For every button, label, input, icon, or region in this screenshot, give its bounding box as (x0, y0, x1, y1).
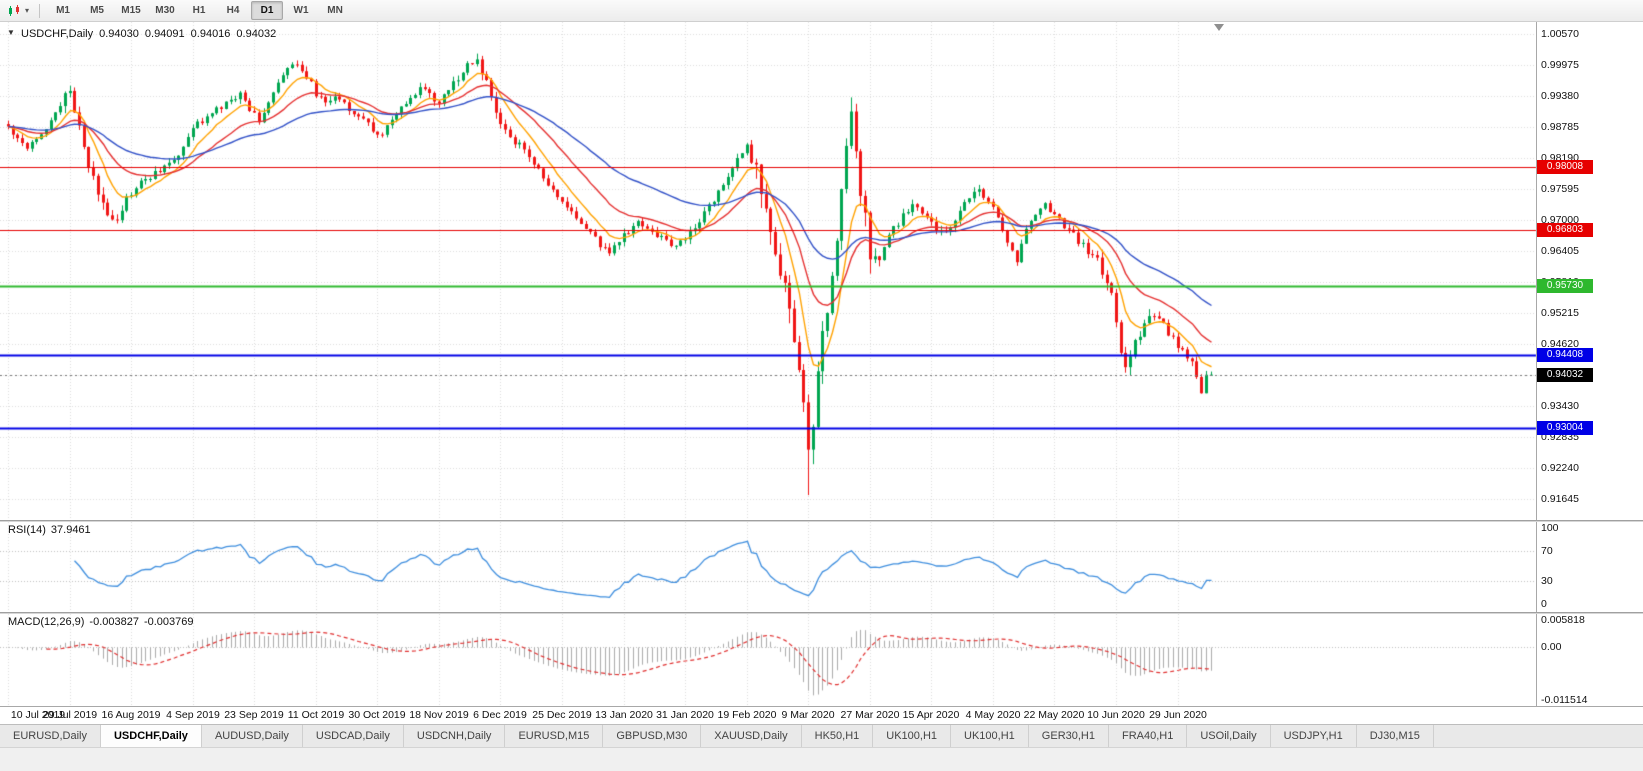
timeframe-button-mn[interactable]: MN (327, 5, 343, 16)
timeframe-button-m15[interactable]: M15 (121, 5, 141, 16)
quote-low: 0.94016 (190, 28, 231, 40)
chart-toolbar: ▾ M1 M5 M15 M30 H1 H4 D1 W1 MN (0, 0, 1643, 22)
macd-signal-value: -0.003769 (143, 616, 194, 628)
chart-tab-gbpusd-m30[interactable]: GBPUSD,M30 (603, 725, 702, 747)
timeframe-button-w1[interactable]: W1 (293, 5, 309, 16)
chart-symbol-period: USDCHF,Daily (21, 28, 94, 40)
macd-pane-splitter[interactable] (0, 612, 1643, 614)
chart-tab-hk50-h1[interactable]: HK50,H1 (802, 725, 874, 747)
timeframe-button-h1[interactable]: H1 (192, 5, 206, 16)
macd-main-value: -0.003827 (89, 616, 139, 628)
timeframe-button-m1[interactable]: M1 (56, 5, 70, 16)
chart-tab-usdchf-daily[interactable]: USDCHF,Daily (100, 725, 202, 747)
chart-tab-usdcnh-daily[interactable]: USDCNH,Daily (404, 725, 506, 747)
chart-tab-eurusd-m15[interactable]: EURUSD,M15 (505, 725, 604, 747)
chart-tab-xauusd-daily[interactable]: XAUUSD,Daily (701, 725, 802, 747)
timeframe-button-d1[interactable]: D1 (251, 1, 284, 20)
chart-tab-usdjpy-h1[interactable]: USDJPY,H1 (1271, 725, 1357, 747)
price-axis-border (1536, 22, 1537, 706)
chart-tab-uk100-h1[interactable]: UK100,H1 (873, 725, 952, 747)
date-axis-divider (0, 706, 1643, 707)
quote-high: 0.94091 (144, 28, 185, 40)
timeframe-button-h4[interactable]: H4 (226, 5, 240, 16)
rsi-pane-splitter[interactable] (0, 520, 1643, 522)
chart-type-candlestick-icon[interactable] (6, 4, 24, 18)
chart-tab-usdcad-daily[interactable]: USDCAD,Daily (303, 725, 404, 747)
one-click-trading-toggle[interactable]: ▼ (7, 28, 15, 37)
toolbar-separator (39, 3, 41, 18)
chart-tab-uk100-h1[interactable]: UK100,H1 (951, 725, 1029, 747)
macd-name: MACD(12,26,9) (8, 616, 85, 628)
chart-tab-usoil-daily[interactable]: USOil,Daily (1187, 725, 1271, 747)
chart-tabs-bar: EURUSD,Daily USDCHF,Daily AUDUSD,Daily USDC… (0, 724, 1643, 747)
price-axis[interactable] (1537, 22, 1643, 706)
macd-indicator-label: MACD(12,26,9) -0.003827 -0.003769 (8, 616, 194, 628)
quote-close: 0.94032 (236, 28, 277, 40)
chart-tab-fra40-h1[interactable]: FRA40,H1 (1109, 725, 1188, 747)
chart-ohlc-title: USDCHF,Daily 0.94030 0.94091 0.94016 0.94032 (21, 28, 276, 40)
rsi-name: RSI(14) (8, 524, 46, 536)
rsi-value: 37.9461 (50, 524, 91, 536)
status-bar (0, 747, 1643, 771)
timeframe-button-m5[interactable]: M5 (90, 5, 104, 16)
timeframe-buttons: M1 M5 M15 M30 H1 H4 D1 W1 MN (46, 1, 352, 20)
chart-tab-audusd-daily[interactable]: AUDUSD,Daily (202, 725, 303, 747)
chart-shift-marker[interactable] (1214, 24, 1224, 31)
rsi-indicator-label: RSI(14) 37.9461 (8, 524, 91, 536)
price-chart-canvas[interactable] (0, 0, 1643, 706)
chart-tab-ger30-h1[interactable]: GER30,H1 (1029, 725, 1109, 747)
timeframe-button-m30[interactable]: M30 (155, 5, 175, 16)
chevron-down-icon[interactable]: ▾ (25, 6, 30, 15)
quote-open: 0.94030 (99, 28, 139, 40)
chart-tab-eurusd-daily[interactable]: EURUSD,Daily (0, 725, 101, 747)
chart-tab-dj30-m15[interactable]: DJ30,M15 (1357, 725, 1434, 747)
date-axis[interactable] (0, 707, 1643, 724)
